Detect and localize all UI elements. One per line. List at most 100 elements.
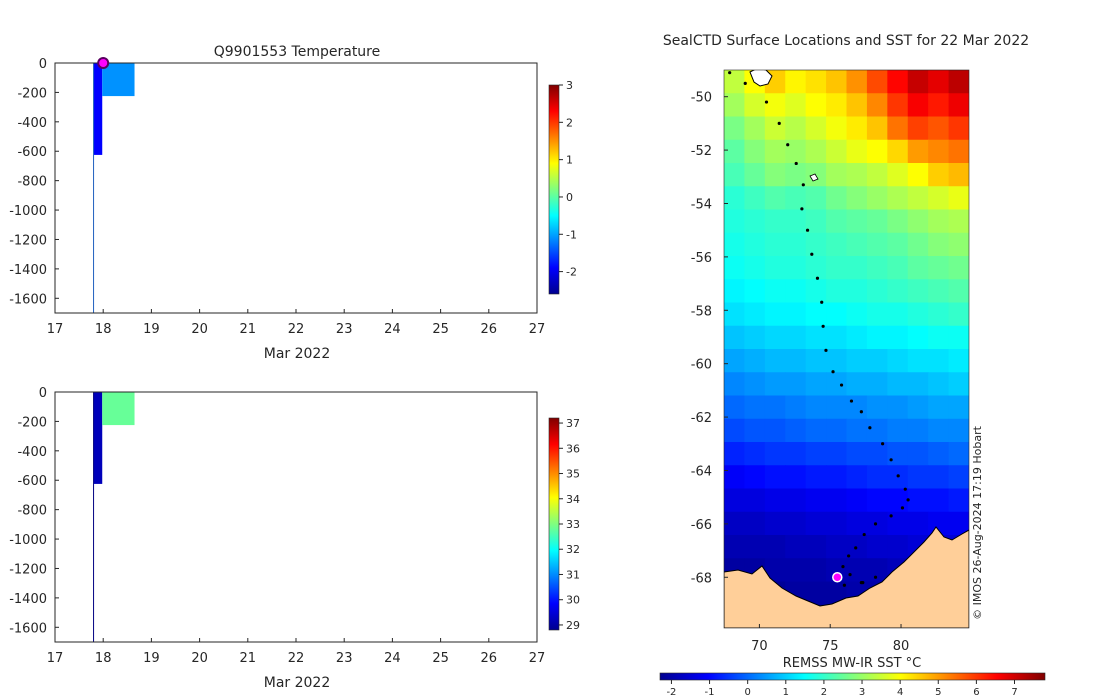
sst-cell <box>948 70 969 94</box>
sst-cell <box>907 302 929 327</box>
y-tick-label--800: -800 <box>17 504 47 519</box>
sst-cell <box>724 488 746 513</box>
current-position-marker <box>97 57 110 69</box>
sst-cell <box>948 256 969 280</box>
sst-cell <box>724 325 746 350</box>
sst-cell <box>928 442 950 466</box>
sst-cell <box>866 372 888 397</box>
sst-cell <box>744 372 766 397</box>
map-y-tick-label--62: -62 <box>691 411 712 426</box>
colorbar-tick-label-0: 0 <box>566 191 573 204</box>
x-tick-label-17: 17 <box>47 322 64 337</box>
sst-cell <box>724 93 746 118</box>
x-tick-label-24: 24 <box>384 322 401 337</box>
sst-cell <box>805 93 827 118</box>
sst-cell <box>744 511 766 536</box>
sst-cell <box>826 302 848 327</box>
x-tick-label-22: 22 <box>288 322 305 337</box>
x-tick-label-27: 27 <box>529 651 546 666</box>
track-point-21 <box>896 474 900 478</box>
track-point-15 <box>839 383 844 387</box>
sst-cell <box>907 116 929 141</box>
x-tick-label-18: 18 <box>95 322 112 337</box>
sst-cell <box>764 442 786 466</box>
sst-cell <box>928 256 950 280</box>
sst-cell <box>764 279 786 304</box>
sst-cell <box>805 279 827 304</box>
sst-cell <box>785 70 807 94</box>
sst-cell <box>846 511 868 536</box>
sst-cell <box>907 488 929 513</box>
sst-cell <box>948 93 969 118</box>
x-tick-label-23: 23 <box>336 651 353 666</box>
sst-cell <box>928 139 950 164</box>
sst-cell <box>785 535 807 559</box>
track-point-0 <box>728 71 732 75</box>
sst-cell <box>846 302 868 327</box>
colorbar-tick-label--1: -1 <box>566 228 577 241</box>
sst-cell <box>928 488 950 513</box>
sst-colorbar-ticks: -2 -1 0 1 2 3 4 5 6 7 <box>666 680 1018 698</box>
x-tick-label-23: 23 <box>336 322 353 337</box>
sst-cell <box>744 163 766 187</box>
sst-cell <box>928 372 950 397</box>
latest-location-marker <box>832 572 843 583</box>
sst-cell <box>744 535 766 559</box>
salinity-colorbar: 37 36 35 34 33 32 31 30 29 <box>548 417 580 632</box>
sst-cell <box>907 325 929 350</box>
sst-cell <box>928 279 950 304</box>
colorbar-tick-label-34: 34 <box>566 493 580 506</box>
sst-cell <box>907 511 929 536</box>
colorbar-tick-label-30: 30 <box>566 594 580 607</box>
sst-cell <box>928 465 950 490</box>
x-tick-label-19: 19 <box>143 651 160 666</box>
colorbar-tick-label--2: -2 <box>566 266 577 279</box>
sst-cell <box>928 93 950 118</box>
sst-cell <box>805 535 827 559</box>
track-point-10 <box>815 276 820 280</box>
sst-cell <box>866 395 888 420</box>
sst-cell <box>866 209 888 234</box>
sst-cell <box>887 372 909 397</box>
sst-cell <box>887 116 909 141</box>
sst-cell <box>887 395 909 420</box>
sst-cell <box>826 418 848 443</box>
sst-cell <box>826 535 848 559</box>
map-x-tick-label-75: 75 <box>822 639 839 654</box>
sst-cell <box>887 535 909 559</box>
map-y-ticks: -50 -52 -54 -56 -58 -60 -62 -64 -66 -68 <box>691 91 728 586</box>
sst-cell <box>887 418 909 443</box>
sst-cell <box>948 349 969 373</box>
sst-cell <box>826 163 848 187</box>
map-y-tick-label--68: -68 <box>691 571 712 586</box>
sst-cell <box>928 302 950 327</box>
sst-cell <box>785 93 807 118</box>
map-title: SealCTD Surface Locations and SST for 22… <box>663 33 1029 49</box>
sst-cell <box>744 302 766 327</box>
sst-cell <box>948 418 969 443</box>
sst-cell <box>866 558 888 583</box>
sst-cell <box>866 232 888 257</box>
colorbar-tick-label-1: 1 <box>566 154 573 167</box>
sst-cell <box>744 186 766 211</box>
sst-cell <box>948 209 969 234</box>
sst-cell <box>907 232 929 257</box>
sst-colorbar: REMSS MW-IR SST °C -2 -1 0 1 2 3 4 5 6 7 <box>659 656 1046 698</box>
map-x-tick-label-70: 70 <box>751 639 768 654</box>
track-point-31 <box>848 573 852 577</box>
sst-cell <box>805 325 827 350</box>
track-point-7 <box>800 207 804 211</box>
sst-field <box>724 70 969 628</box>
map-y-tick-label--52: -52 <box>691 144 712 159</box>
sst-cell <box>805 418 827 443</box>
sst-cell <box>785 209 807 234</box>
sst-cell <box>907 93 929 118</box>
sst-colorbar-label: REMSS MW-IR SST °C <box>783 656 922 671</box>
temperature-cell-1 <box>102 63 135 97</box>
sst-cell <box>846 418 868 443</box>
y-tick-label--1600: -1600 <box>9 292 47 307</box>
track-point-17 <box>859 410 863 414</box>
map-y-tick-label--60: -60 <box>691 358 712 373</box>
y-tick-label--1200: -1200 <box>9 562 47 577</box>
